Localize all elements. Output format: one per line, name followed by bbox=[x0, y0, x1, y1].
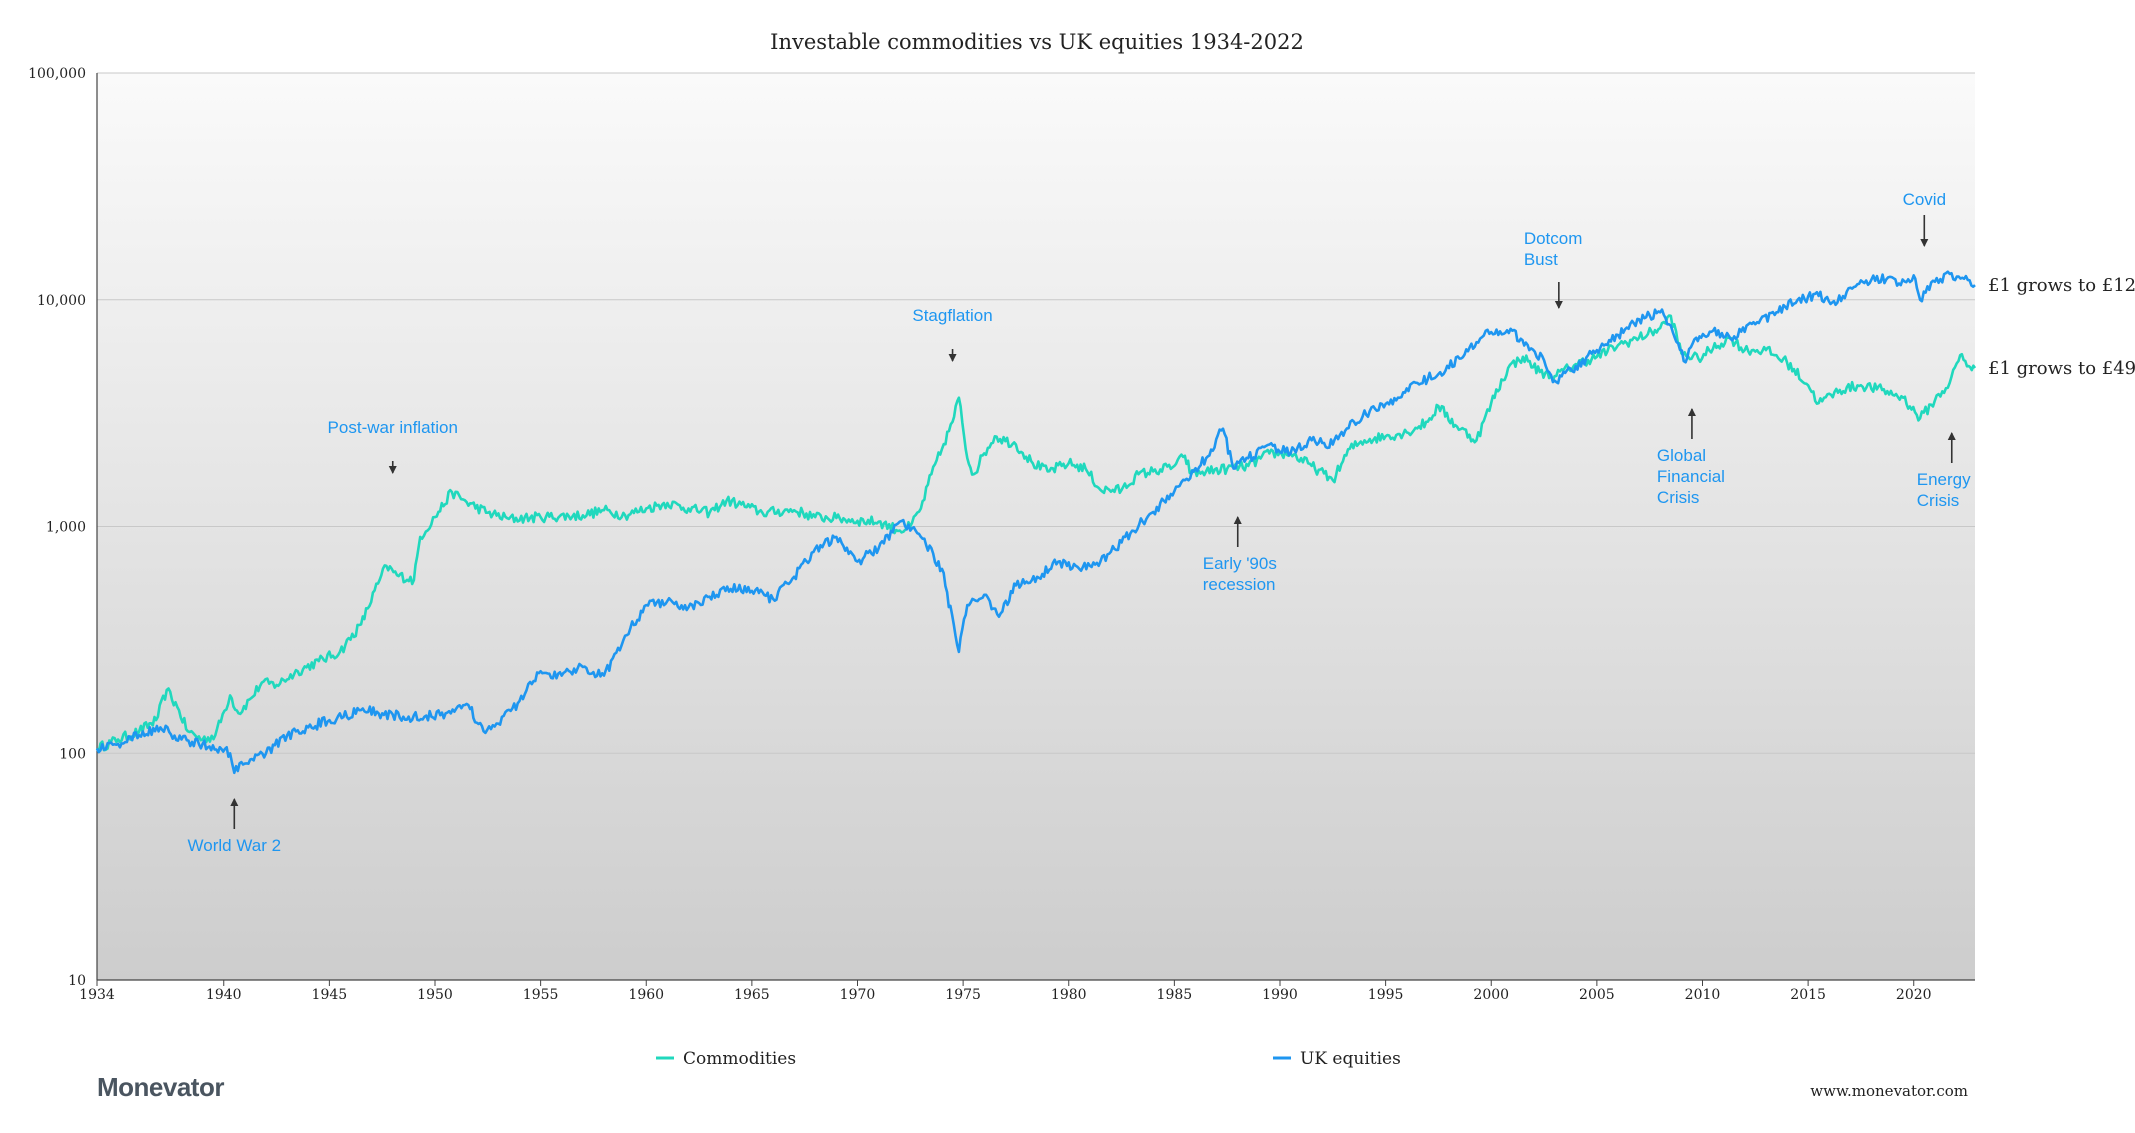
x-tick-label: 1960 bbox=[628, 987, 664, 1003]
annotation-energy: Energy Crisis bbox=[1917, 432, 1971, 510]
annotation-label: Early '90s recession bbox=[1203, 554, 1277, 594]
end-labels: £1 grows to £49 £1 grows to £120 bbox=[1988, 275, 2135, 379]
x-tick-label: 1990 bbox=[1262, 987, 1298, 1003]
x-tick-label: 1995 bbox=[1368, 987, 1404, 1003]
arrow-head-icon bbox=[1233, 516, 1242, 524]
y-tick-labels: 10 100 1,000 10,000 100,000 bbox=[28, 66, 86, 989]
site-url: www.monevator.com bbox=[1810, 1082, 1968, 1100]
annotation-label: Energy Crisis bbox=[1917, 470, 1971, 510]
annotation-global: Global Financial Crisis bbox=[1657, 408, 1725, 507]
chart-title: Investable commodities vs UK equities 19… bbox=[770, 30, 1304, 54]
x-tick-label: 2000 bbox=[1473, 987, 1509, 1003]
x-tick-label: 1980 bbox=[1051, 987, 1087, 1003]
x-tick-label: 2005 bbox=[1579, 987, 1615, 1003]
legend: Commodities UK equities bbox=[656, 1049, 1401, 1069]
y-tick-label: 10,000 bbox=[37, 293, 86, 309]
arrow-head-icon bbox=[230, 798, 239, 806]
x-tick-labels: 1934 1940 1945 1950 1955 1960 1965 1970 1975 1980… bbox=[79, 980, 1932, 1003]
annotation-dotcom: Dotcom Bust bbox=[1524, 229, 1583, 309]
x-tick-label: 2010 bbox=[1685, 987, 1721, 1003]
brand-logo: Monevator bbox=[97, 1072, 224, 1102]
annotation-stagflation: Stagflation bbox=[912, 306, 993, 362]
x-tick-label: 1985 bbox=[1157, 987, 1193, 1003]
annotation-label: Dotcom Bust bbox=[1524, 229, 1583, 269]
x-tick-label: 1950 bbox=[417, 987, 453, 1003]
annotation-label: Global Financial Crisis bbox=[1657, 446, 1725, 507]
x-tick-label: 1975 bbox=[945, 987, 981, 1003]
x-tick-label: 1934 bbox=[79, 987, 115, 1003]
arrow-head-icon bbox=[388, 466, 397, 474]
x-tick-label: 1965 bbox=[734, 987, 770, 1003]
axes bbox=[96, 73, 1975, 981]
annotation-post-war-inflation: Post-war inflation bbox=[328, 418, 458, 474]
uk-equities-line bbox=[95, 270, 1976, 775]
annotations: World War 2 Post-war inflation Stagflation… bbox=[188, 190, 1972, 855]
x-tick-label: 1940 bbox=[206, 987, 242, 1003]
arrow-head-icon bbox=[1554, 301, 1563, 309]
end-label: £1 grows to £120 bbox=[1988, 275, 2135, 296]
annotation-label: World War 2 bbox=[188, 836, 282, 855]
annotation-label: Post-war inflation bbox=[328, 418, 458, 437]
legend-label: Commodities bbox=[683, 1049, 796, 1069]
series-lines bbox=[95, 270, 1977, 775]
commodities-line bbox=[95, 314, 1977, 754]
arrow-head-icon bbox=[1947, 432, 1956, 440]
arrow-head-icon bbox=[1920, 239, 1929, 247]
arrow-head-icon bbox=[948, 354, 957, 362]
x-tick-label: 1945 bbox=[312, 987, 348, 1003]
legend-label: UK equities bbox=[1300, 1049, 1401, 1069]
y-tick-label: 100 bbox=[59, 746, 86, 762]
annotation-label: Stagflation bbox=[912, 306, 992, 325]
annotation-early-90s: Early '90s recession bbox=[1203, 516, 1277, 594]
arrow-head-icon bbox=[1687, 408, 1696, 416]
y-tick-label: 100,000 bbox=[28, 66, 86, 82]
annotation-covid: Covid bbox=[1903, 190, 1946, 247]
annotation-world-war-2: World War 2 bbox=[188, 798, 282, 855]
x-tick-label: 2020 bbox=[1896, 987, 1932, 1003]
annotation-label: Covid bbox=[1903, 190, 1946, 209]
y-tick-label: 1,000 bbox=[46, 520, 86, 536]
x-tick-label: 2015 bbox=[1790, 987, 1826, 1003]
end-label: £1 grows to £49 bbox=[1988, 358, 2135, 379]
y-tick-label: 10 bbox=[68, 973, 86, 989]
x-tick-label: 1970 bbox=[840, 987, 876, 1003]
x-tick-label: 1955 bbox=[523, 987, 559, 1003]
